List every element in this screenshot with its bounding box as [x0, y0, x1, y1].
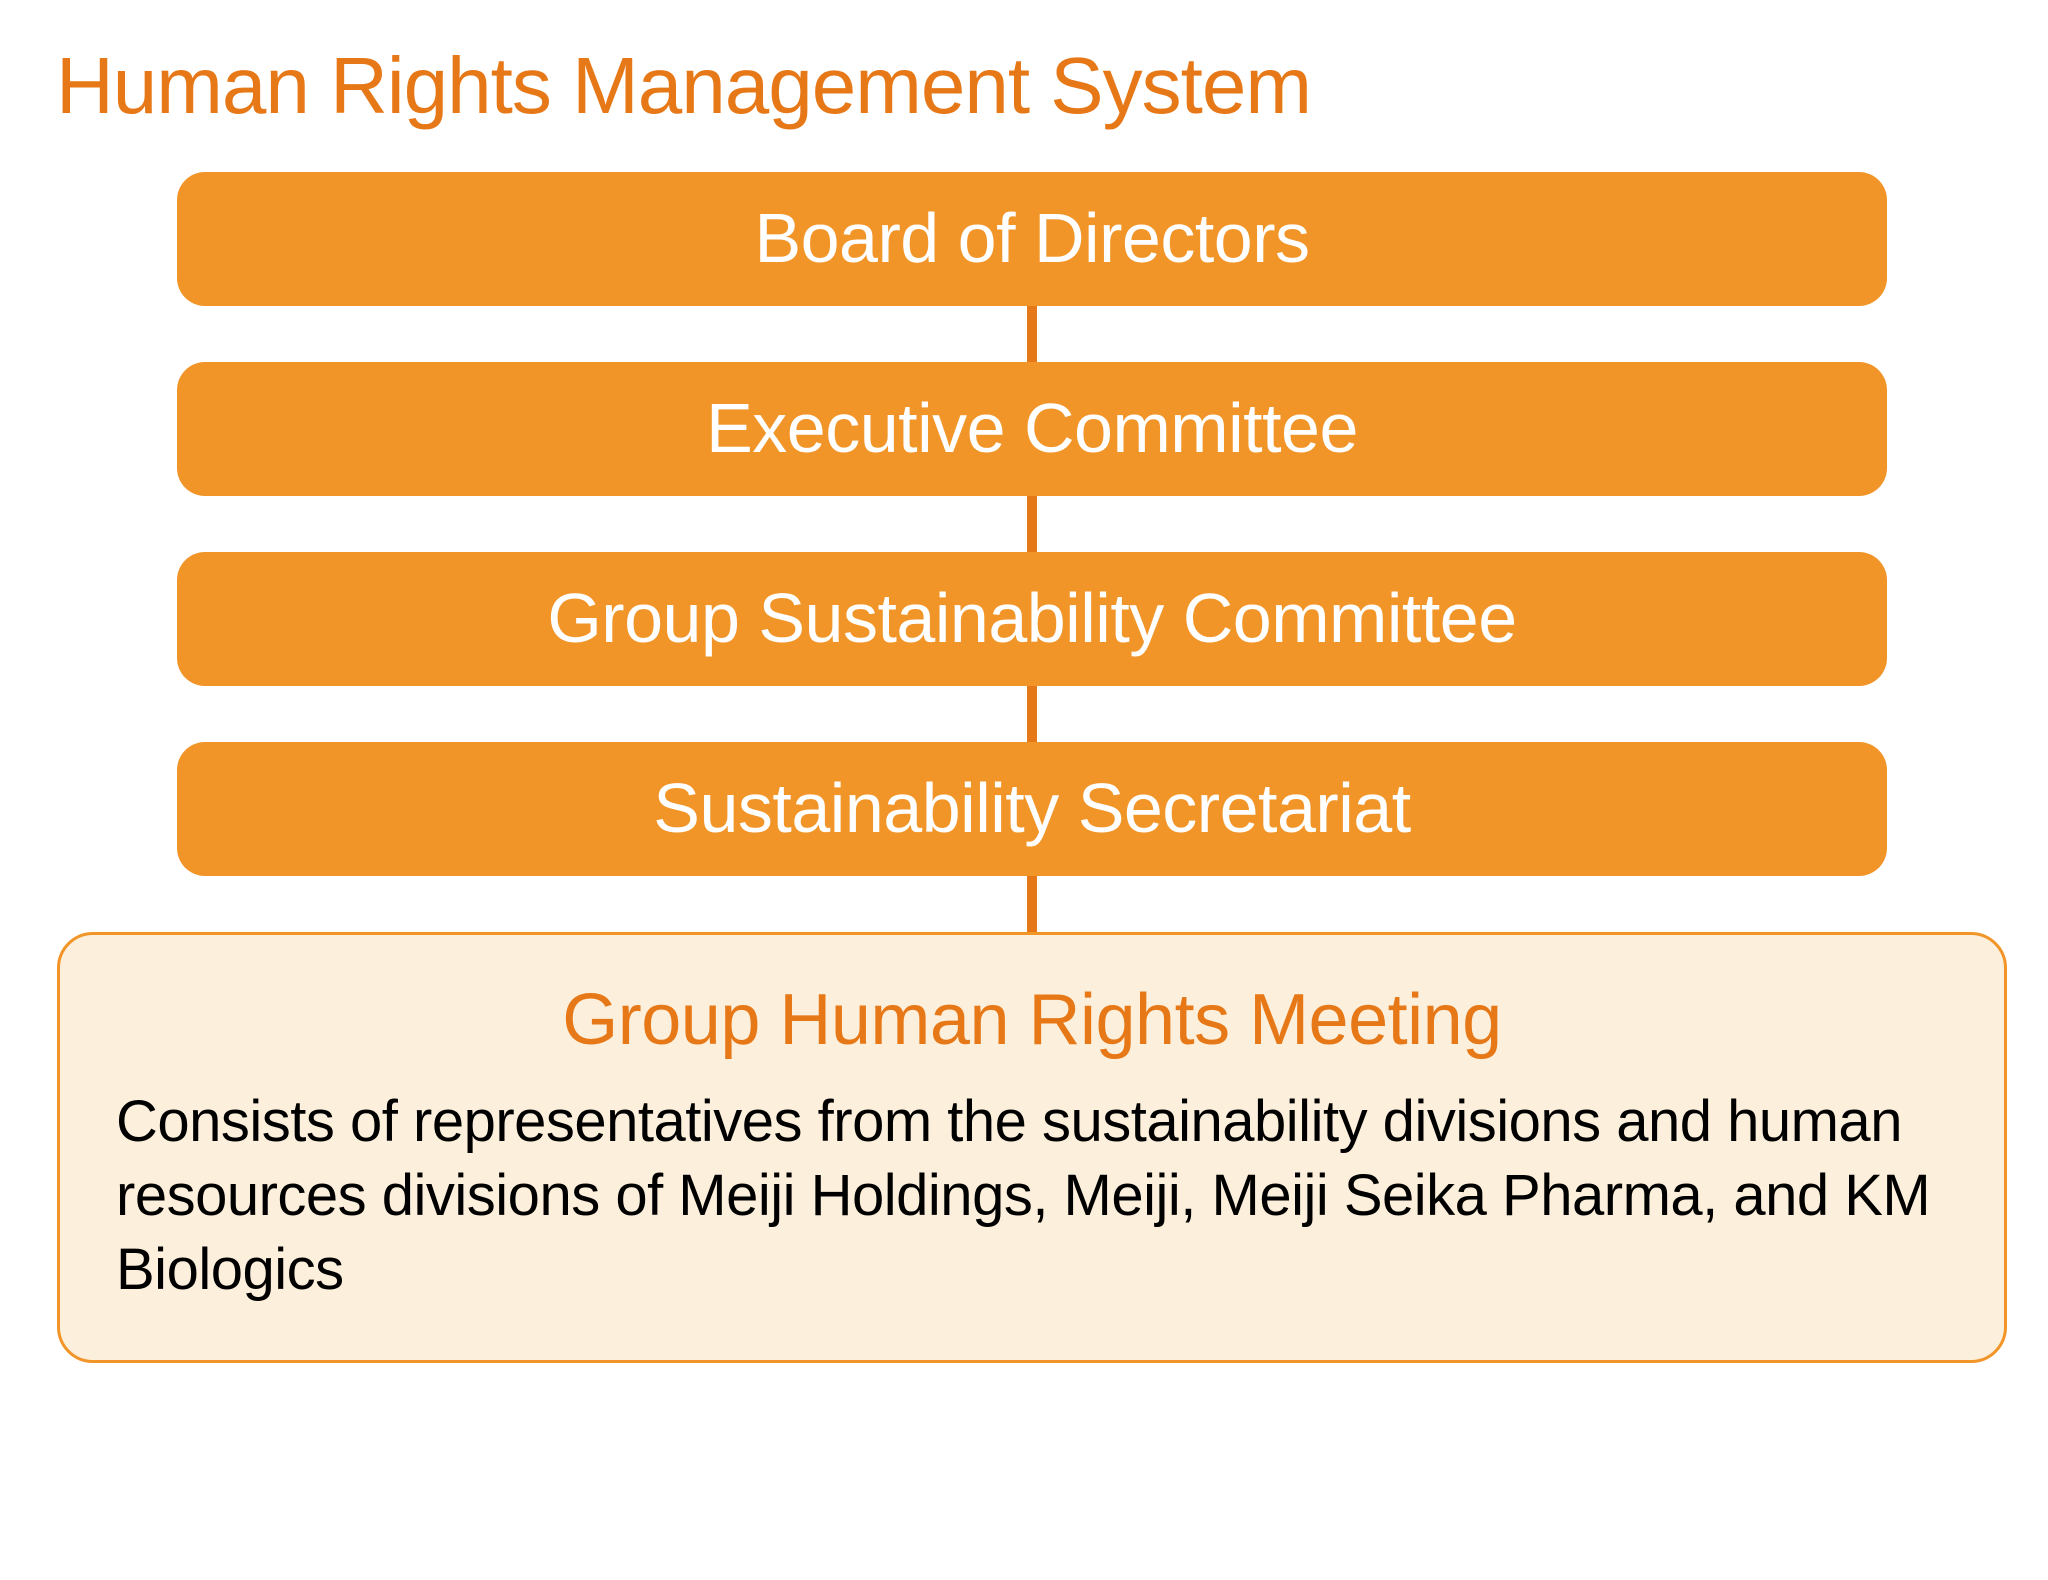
page-title: Human Rights Management System: [56, 40, 2008, 132]
org-detail-box: Group Human Rights Meeting Consists of r…: [57, 932, 2007, 1363]
org-chart: Board of Directors Executive Committee G…: [56, 172, 2008, 1363]
org-detail-title: Group Human Rights Meeting: [116, 979, 1948, 1061]
org-box-sustainability-secretariat: Sustainability Secretariat: [177, 742, 1887, 876]
org-box-label: Executive Committee: [706, 392, 1358, 466]
org-box-label: Group Sustainability Committee: [547, 582, 1516, 656]
org-chart-column: Board of Directors Executive Committee G…: [177, 172, 1887, 1363]
org-box-label: Sustainability Secretariat: [653, 772, 1410, 846]
org-box-group-sustainability-committee: Group Sustainability Committee: [177, 552, 1887, 686]
org-box-board-of-directors: Board of Directors: [177, 172, 1887, 306]
org-box-label: Board of Directors: [754, 202, 1309, 276]
org-box-executive-committee: Executive Committee: [177, 362, 1887, 496]
org-detail-description: Consists of representatives from the sus…: [116, 1085, 1948, 1308]
